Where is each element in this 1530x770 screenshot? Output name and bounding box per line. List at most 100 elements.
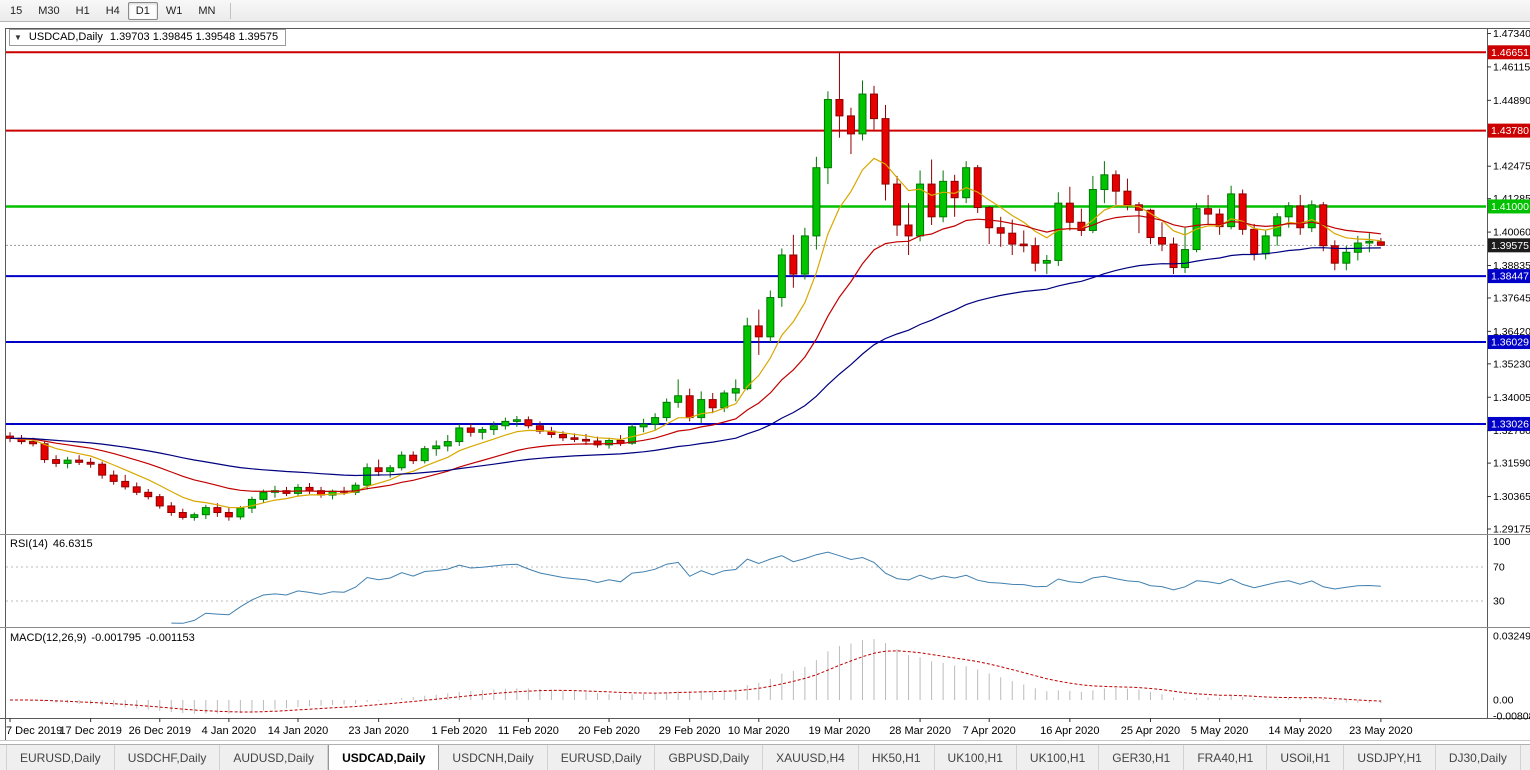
candle-body <box>178 511 187 518</box>
price-tick-label: 1.42475 <box>1493 161 1530 173</box>
chart-tab-hk50-h1[interactable]: HK50,H1 <box>859 745 935 770</box>
macd-signal-value: -0.001153 <box>145 632 195 644</box>
candle-body <box>812 167 821 237</box>
chart-symbol-label: USDCAD,Daily <box>28 31 103 43</box>
price-level-badge-text: 1.41000 <box>1491 201 1529 213</box>
candle-body <box>1215 213 1224 228</box>
chart-symbol-box[interactable]: ▼ USDCAD,Daily 1.39703 1.39845 1.39548 1… <box>9 29 287 46</box>
candle-body <box>501 420 510 427</box>
chart-tab-ger30-h1[interactable]: GER30,H1 <box>1099 745 1185 770</box>
price-level-badge-text: 1.46651 <box>1491 47 1529 59</box>
price-tick-label: 1.37645 <box>1493 292 1530 304</box>
price-scale[interactable]: 1.473401.461151.448901.424751.412851.400… <box>1487 28 1530 722</box>
candle-body <box>962 167 971 199</box>
candle-body <box>731 388 740 394</box>
candle-body <box>1250 228 1259 255</box>
candle-body <box>305 486 314 492</box>
chart-tab-gbpusd-daily[interactable]: GBPUSD,Daily <box>655 745 764 770</box>
candle-body <box>570 437 579 440</box>
price-level-badge-text: 1.38447 <box>1491 271 1529 283</box>
candle-body <box>386 467 395 473</box>
ma-line-50 <box>9 247 1381 477</box>
price-tick-label: 1.36420 <box>1493 326 1530 338</box>
macd-main-value: -0.001795 <box>91 632 141 644</box>
candle-body <box>40 443 49 461</box>
candle-body <box>190 514 199 518</box>
candle-body <box>1134 204 1143 211</box>
candle-body <box>443 441 452 447</box>
candle-body <box>720 392 729 409</box>
candle-body <box>282 490 291 494</box>
date-tick-label: 20 Feb 2020 <box>578 725 640 737</box>
macd-signal-line <box>10 650 1381 713</box>
price-tick-label: 1.31590 <box>1493 458 1530 470</box>
candle-body <box>420 448 429 462</box>
candle-body <box>674 395 683 403</box>
candle-body <box>743 325 752 390</box>
candle-body <box>155 496 164 507</box>
chart-tab-dj30-daily[interactable]: DJ30,Daily <box>1436 745 1521 770</box>
candle-body <box>1100 174 1109 191</box>
date-tick-label: 11 Feb 2020 <box>498 725 559 737</box>
candle-body <box>927 183 936 218</box>
rsi-scale-label: 70 <box>1493 562 1505 574</box>
candle-body <box>374 467 383 473</box>
chart-chrome <box>0 28 1530 741</box>
candle-body <box>1342 251 1351 264</box>
timeframe-button-d1[interactable]: D1 <box>127 1 158 20</box>
chart-canvas[interactable]: 1.473401.461151.448901.424751.412851.400… <box>0 22 1530 744</box>
candle-body <box>121 480 130 488</box>
chart-tab-usdcad-daily[interactable]: USDCAD,Daily <box>328 745 440 770</box>
macd-scale-label: 0.00 <box>1493 695 1514 707</box>
rsi-panel[interactable] <box>6 551 1486 624</box>
price-tick-label: 1.44890 <box>1493 95 1530 107</box>
candle-body <box>582 438 590 442</box>
candle-body <box>754 325 763 338</box>
chart-tab-usoil-h1[interactable]: USOil,H1 <box>1267 745 1345 770</box>
candle-body <box>1111 174 1120 192</box>
candle-body <box>259 491 268 500</box>
date-tick-label: 25 Apr 2020 <box>1121 725 1180 737</box>
chart-tab-usdchf-daily[interactable]: USDCHF,Daily <box>115 745 221 770</box>
macd-panel[interactable] <box>10 639 1382 714</box>
timeframe-button-h4[interactable]: H4 <box>105 4 120 17</box>
candle-body <box>662 401 671 419</box>
main-price-panel[interactable] <box>6 51 1486 521</box>
timeframe-button-m30[interactable]: M30 <box>38 4 60 17</box>
candle-body <box>1284 205 1293 218</box>
chart-tab-audusd-daily[interactable]: AUDUSD,Daily <box>220 745 329 770</box>
date-tick-label: 7 Apr 2020 <box>963 725 1016 737</box>
candle-body <box>697 399 706 419</box>
candle-body <box>881 118 890 185</box>
chart-tab-usdcnh-daily[interactable]: USDCNH,Daily <box>439 745 548 770</box>
candle-body <box>1169 243 1178 269</box>
chart-tab-usdjpy-h1[interactable]: USDJPY,H1 <box>1344 745 1436 770</box>
chart-tab-uk100-h1[interactable]: UK100,H1 <box>935 745 1017 770</box>
date-tick-label: 26 Dec 2019 <box>129 725 191 737</box>
bid-price-badge-text: 1.39575 <box>1491 240 1529 252</box>
chart-tab-uk100-h1[interactable]: UK100,H1 <box>1017 745 1100 770</box>
chart-tab-xauusd-h4[interactable]: XAUUSD,H4 <box>763 745 859 770</box>
timeframe-button-h1[interactable]: H1 <box>75 4 90 17</box>
chart-tab-eurusd-daily[interactable]: EURUSD,Daily <box>6 745 115 770</box>
timeframe-button-w1[interactable]: W1 <box>165 4 183 17</box>
chart-tab-fra40-h1[interactable]: FRA40,H1 <box>1184 745 1268 770</box>
candle-body <box>1307 204 1316 229</box>
chart-background <box>0 22 1530 744</box>
timeframe-button-15[interactable]: 15 <box>10 4 23 17</box>
candle-body <box>846 115 855 135</box>
date-tick-label: 23 May 2020 <box>1349 725 1413 737</box>
chart-tab-eurusd-daily[interactable]: EURUSD,Daily <box>548 745 656 770</box>
timeframe-button-mn[interactable]: MN <box>198 4 216 17</box>
bid-price-badge <box>1488 238 1530 253</box>
chart-ohlc-values: 1.39703 1.39845 1.39548 1.39575 <box>109 31 279 43</box>
price-level-badge-text: 1.36029 <box>1491 337 1529 349</box>
candle-body <box>455 427 464 443</box>
candle-body <box>512 419 521 422</box>
price-level-badge <box>1488 45 1530 60</box>
chart-dropdown-icon[interactable]: ▼ <box>14 32 22 42</box>
candle-body <box>1227 193 1236 228</box>
rsi-line <box>171 551 1381 624</box>
candle-body <box>870 93 878 120</box>
